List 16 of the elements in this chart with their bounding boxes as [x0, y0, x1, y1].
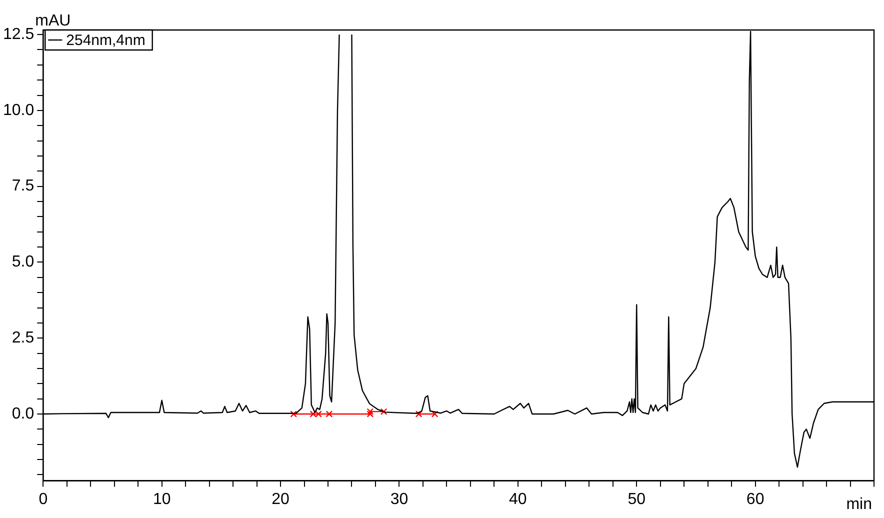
- legend-label: 254nm,4nm: [66, 32, 146, 50]
- x-tick-label: 30: [390, 490, 408, 508]
- x-tick-label: 60: [746, 490, 764, 508]
- y-tick-label: 2.5: [12, 330, 34, 347]
- y-tick-label: 5.0: [12, 254, 34, 271]
- y-tick-label: 12.5: [3, 26, 34, 43]
- x-tick-label: 50: [628, 490, 646, 508]
- x-tick-label: 40: [509, 490, 527, 508]
- y-tick-label: 10.0: [3, 102, 34, 119]
- x-axis-title: min: [846, 496, 872, 514]
- x-tick-label: 0: [38, 490, 48, 508]
- x-tick-label: 20: [272, 490, 290, 508]
- x-tick-label: 10: [152, 490, 171, 508]
- y-tick-label: 0.0: [12, 405, 34, 422]
- y-tick-label: 7.5: [12, 178, 34, 195]
- y-axis-title: mAU: [35, 12, 71, 30]
